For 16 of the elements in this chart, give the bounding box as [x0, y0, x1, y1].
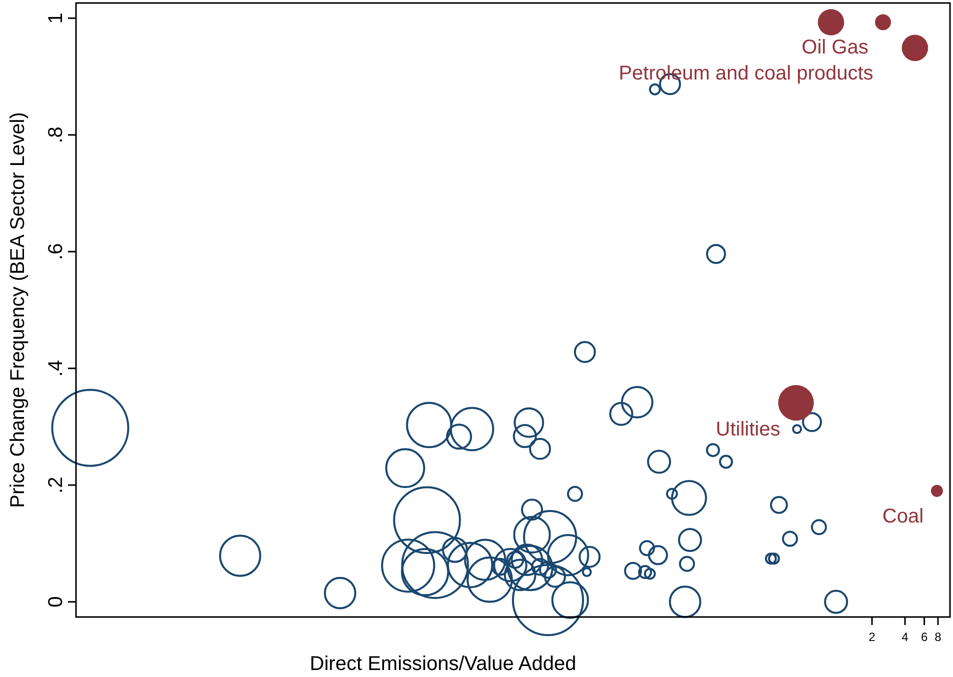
x-tick-label: 2 — [868, 630, 876, 644]
y-tick-label: .4 — [45, 360, 67, 377]
y-tick-label: .6 — [45, 243, 67, 260]
x-tick-label: 8 — [934, 630, 942, 644]
y-tick-label: 0 — [45, 596, 67, 608]
annotation: Coal — [882, 505, 924, 528]
y-tick-label: .2 — [45, 476, 67, 494]
x-tick-label: 4 — [902, 630, 909, 644]
annotation: Utilities — [716, 418, 780, 440]
x-tick-label: 6 — [920, 630, 928, 644]
y-tick-label: 1 — [45, 12, 67, 24]
y-tick-label: .8 — [45, 126, 67, 144]
annotation: Oil Gas — [802, 36, 868, 58]
annotation: Petroleum and coal products — [618, 62, 874, 84]
x-axis-title: Direct Emissions/Value Added — [310, 653, 576, 675]
y-axis-title: Price Change Frequency (BEA Sector Level) — [7, 112, 29, 508]
